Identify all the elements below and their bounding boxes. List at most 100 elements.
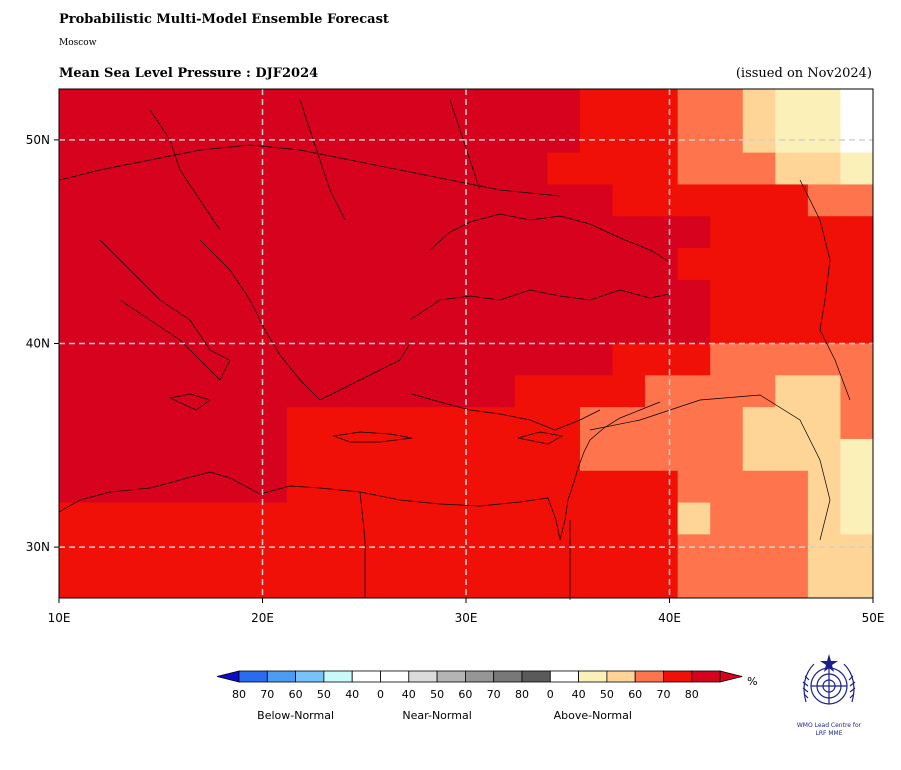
forecast-cell bbox=[156, 566, 190, 599]
forecast-cell bbox=[514, 120, 548, 154]
forecast-cell bbox=[352, 311, 386, 344]
forecast-cell bbox=[482, 184, 516, 217]
colorbar-swatch bbox=[380, 670, 410, 683]
forecast-cell bbox=[482, 470, 516, 504]
forecast-cell bbox=[710, 248, 744, 281]
forecast-cell bbox=[742, 311, 776, 344]
forecast-cell bbox=[124, 375, 158, 408]
forecast-cell bbox=[710, 120, 744, 154]
forecast-cell bbox=[645, 375, 679, 408]
forecast-cell bbox=[286, 407, 320, 440]
border-middle-east bbox=[589, 394, 831, 541]
forecast-cell bbox=[91, 375, 125, 408]
forecast-cell bbox=[319, 470, 353, 504]
forecast-cell bbox=[189, 89, 223, 122]
forecast-cell bbox=[254, 89, 288, 122]
forecast-cell bbox=[221, 534, 255, 567]
forecast-cell bbox=[482, 311, 516, 344]
forecast-cell bbox=[514, 534, 548, 567]
forecast-cell bbox=[677, 216, 711, 249]
forecast-cell bbox=[579, 470, 614, 504]
forecast-cell bbox=[482, 566, 516, 599]
forecast-cell bbox=[352, 502, 386, 535]
forecast-cell bbox=[840, 407, 874, 440]
forecast-cell bbox=[547, 534, 581, 567]
forecast-cell bbox=[254, 248, 288, 281]
forecast-cell bbox=[254, 343, 288, 376]
forecast-cell bbox=[417, 470, 451, 504]
forecast-cell bbox=[189, 152, 223, 185]
forecast-cell bbox=[547, 502, 581, 535]
forecast-cell bbox=[547, 279, 581, 313]
forecast-cell bbox=[319, 343, 353, 376]
forecast-cell bbox=[59, 216, 93, 249]
forecast-cell bbox=[677, 152, 711, 185]
forecast-cell bbox=[677, 502, 711, 535]
forecast-cell bbox=[286, 438, 320, 472]
forecast-cell bbox=[254, 311, 288, 344]
forecast-cell bbox=[579, 152, 614, 185]
colorbar-swatch bbox=[436, 670, 466, 683]
forecast-cell bbox=[156, 343, 190, 376]
forecast-cell bbox=[286, 89, 320, 122]
forecast-cell bbox=[742, 470, 776, 504]
forecast-cell bbox=[286, 216, 320, 249]
forecast-cell bbox=[384, 343, 418, 376]
forecast-cell bbox=[417, 566, 451, 599]
forecast-cell bbox=[156, 279, 190, 313]
forecast-cell bbox=[91, 470, 125, 504]
forecast-cell bbox=[352, 216, 386, 249]
forecast-cell bbox=[775, 248, 809, 281]
forecast-cell bbox=[840, 216, 874, 249]
forecast-cell bbox=[645, 566, 679, 599]
forecast-cell bbox=[156, 502, 190, 535]
forecast-cell bbox=[612, 375, 646, 408]
forecast-cell bbox=[384, 311, 418, 344]
forecast-cell bbox=[807, 470, 841, 504]
forecast-cell bbox=[840, 343, 874, 376]
forecast-cell bbox=[612, 120, 646, 154]
forecast-cell bbox=[547, 152, 581, 185]
forecast-cell bbox=[514, 470, 548, 504]
forecast-cell bbox=[514, 216, 548, 249]
forecast-cell bbox=[384, 152, 418, 185]
forecast-cell bbox=[59, 120, 93, 154]
forecast-cell bbox=[221, 89, 255, 122]
forecast-cell bbox=[482, 502, 516, 535]
forecast-cell bbox=[221, 343, 255, 376]
colorbar-tick-label: 0 bbox=[377, 688, 384, 701]
forecast-cell bbox=[645, 407, 679, 440]
forecast-cell bbox=[124, 184, 158, 217]
colorbar-tick-label: 40 bbox=[402, 688, 416, 701]
forecast-cell bbox=[384, 279, 418, 313]
forecast-cell bbox=[807, 152, 841, 185]
forecast-cell bbox=[612, 216, 646, 249]
forecast-cell bbox=[579, 120, 614, 154]
forecast-cell bbox=[59, 470, 93, 504]
forecast-cell bbox=[352, 470, 386, 504]
issued-date: (issued on Nov2024) bbox=[735, 66, 872, 81]
forecast-cell bbox=[254, 438, 288, 472]
colorbar-swatch bbox=[464, 670, 495, 683]
colorbar-tick-label: 70 bbox=[657, 688, 671, 701]
forecast-cell bbox=[189, 407, 223, 440]
forecast-cell bbox=[807, 375, 841, 408]
forecast-cell bbox=[807, 89, 841, 122]
forecast-cell bbox=[221, 375, 255, 408]
forecast-cell bbox=[352, 89, 386, 122]
forecast-cell bbox=[612, 279, 646, 313]
forecast-cell bbox=[254, 375, 288, 408]
forecast-cell bbox=[742, 438, 776, 472]
colorbar-swatch bbox=[295, 670, 325, 683]
forecast-cell bbox=[710, 470, 744, 504]
forecast-cell bbox=[221, 566, 255, 599]
forecast-cell bbox=[677, 248, 711, 281]
colorbar-swatch bbox=[663, 670, 693, 683]
forecast-cell bbox=[449, 311, 483, 344]
forecast-cell bbox=[710, 566, 744, 599]
forecast-cell bbox=[710, 152, 744, 185]
forecast-cell bbox=[319, 534, 353, 567]
forecast-cell bbox=[579, 184, 614, 217]
forecast-cell bbox=[384, 407, 418, 440]
forecast-cell bbox=[254, 120, 288, 154]
